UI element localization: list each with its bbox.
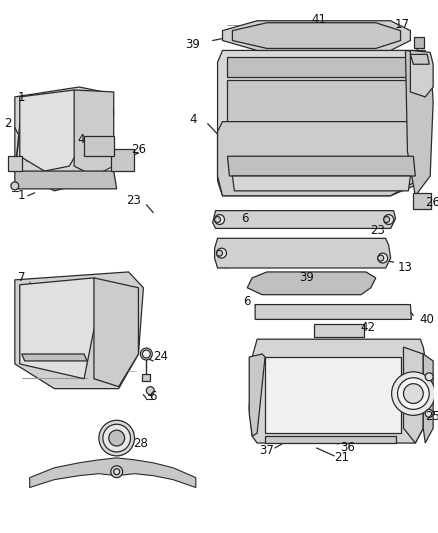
Text: 24: 24 — [152, 351, 167, 364]
Text: 4: 4 — [189, 113, 196, 126]
Circle shape — [383, 216, 389, 222]
Polygon shape — [15, 171, 117, 189]
Text: 37: 37 — [259, 445, 274, 457]
Polygon shape — [257, 25, 385, 37]
Polygon shape — [212, 211, 395, 229]
Circle shape — [142, 350, 150, 358]
Circle shape — [140, 348, 152, 360]
Polygon shape — [20, 278, 99, 379]
Polygon shape — [410, 51, 432, 97]
Polygon shape — [217, 122, 426, 196]
Polygon shape — [142, 374, 150, 381]
Circle shape — [110, 466, 122, 478]
Circle shape — [397, 378, 428, 409]
Polygon shape — [232, 23, 399, 49]
Polygon shape — [30, 458, 195, 488]
Circle shape — [424, 409, 432, 417]
Polygon shape — [15, 87, 113, 191]
Polygon shape — [217, 51, 426, 196]
Polygon shape — [314, 325, 363, 337]
Text: 2: 2 — [4, 117, 12, 130]
Text: 6: 6 — [241, 212, 248, 225]
Circle shape — [99, 421, 134, 456]
Polygon shape — [265, 357, 399, 433]
Polygon shape — [214, 238, 390, 268]
Polygon shape — [403, 347, 422, 443]
Circle shape — [377, 255, 383, 261]
Polygon shape — [74, 90, 113, 176]
Polygon shape — [413, 37, 423, 49]
Text: 21: 21 — [333, 451, 348, 464]
Text: 6: 6 — [243, 295, 251, 308]
Text: 26: 26 — [131, 143, 145, 156]
Circle shape — [403, 384, 422, 403]
Polygon shape — [249, 354, 265, 436]
Text: 23: 23 — [126, 194, 141, 207]
Polygon shape — [410, 54, 428, 64]
Circle shape — [216, 248, 226, 258]
Text: 23: 23 — [370, 224, 384, 237]
Polygon shape — [94, 278, 138, 386]
Text: 17: 17 — [394, 18, 409, 31]
Circle shape — [383, 215, 393, 224]
Text: 26: 26 — [424, 196, 438, 209]
Circle shape — [391, 372, 434, 415]
Text: 1: 1 — [18, 91, 25, 104]
Text: 1: 1 — [18, 189, 25, 203]
Polygon shape — [232, 176, 410, 191]
Polygon shape — [227, 80, 414, 122]
Circle shape — [377, 253, 387, 263]
Circle shape — [214, 215, 224, 224]
Circle shape — [214, 216, 220, 222]
Polygon shape — [227, 156, 414, 176]
Polygon shape — [20, 90, 89, 171]
Polygon shape — [15, 272, 143, 389]
Text: 36: 36 — [340, 441, 355, 455]
Text: 4: 4 — [77, 133, 85, 146]
Text: 41: 41 — [310, 13, 325, 26]
Polygon shape — [84, 136, 113, 156]
Polygon shape — [110, 149, 133, 171]
Polygon shape — [247, 272, 375, 295]
Polygon shape — [413, 193, 430, 208]
Circle shape — [216, 250, 222, 256]
Text: 13: 13 — [397, 262, 412, 274]
Text: 39: 39 — [298, 271, 313, 285]
Polygon shape — [249, 339, 424, 443]
Text: 7: 7 — [18, 271, 25, 285]
Text: 6: 6 — [149, 390, 157, 403]
Circle shape — [109, 430, 124, 446]
Polygon shape — [265, 436, 395, 443]
Text: 42: 42 — [360, 321, 374, 334]
Circle shape — [113, 469, 120, 475]
Circle shape — [11, 182, 19, 190]
Polygon shape — [227, 58, 414, 77]
Polygon shape — [405, 51, 432, 196]
Text: 39: 39 — [185, 38, 200, 51]
Circle shape — [424, 373, 432, 381]
Polygon shape — [254, 304, 410, 319]
Text: 25: 25 — [424, 410, 438, 423]
Polygon shape — [222, 21, 410, 51]
Text: 40: 40 — [419, 313, 434, 326]
Polygon shape — [8, 156, 22, 171]
Circle shape — [146, 386, 154, 394]
Circle shape — [102, 424, 130, 452]
Polygon shape — [422, 354, 432, 443]
Text: 28: 28 — [133, 437, 148, 449]
Polygon shape — [22, 354, 87, 361]
